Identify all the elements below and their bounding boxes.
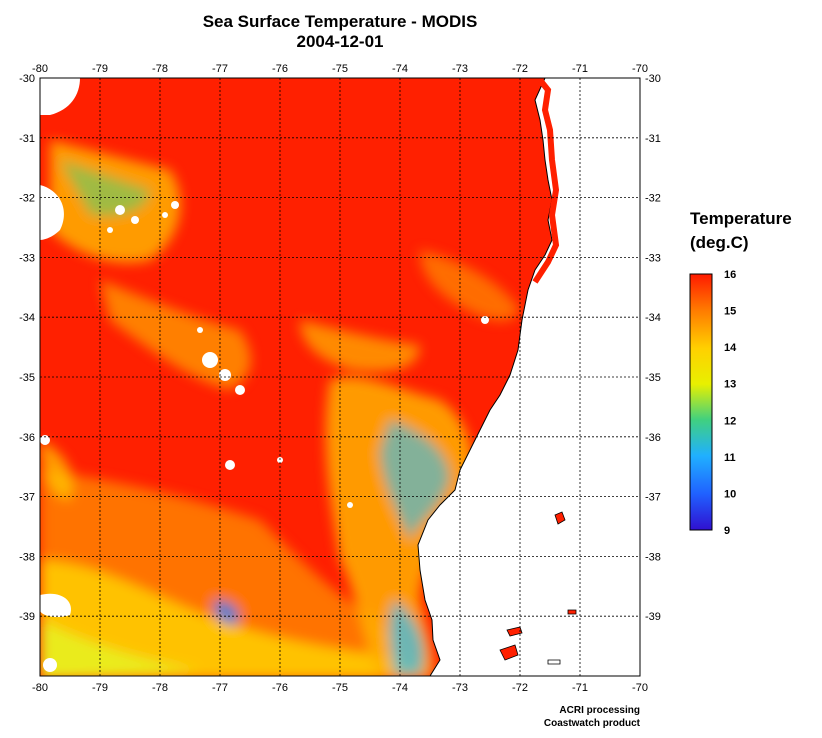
cloud-gaps [40,78,489,672]
colorbar-tick-label: 14 [724,342,737,354]
lat-tick-left: -38 [19,551,35,563]
colorbar-tick-label: 10 [724,488,736,500]
credit-processing: ACRI processing [559,705,640,716]
lon-tick-bottom: -72 [512,682,528,694]
colorbar-tick-label: 16 [724,269,736,281]
lat-tick-left: -33 [19,252,35,264]
lon-tick-top: -77 [212,63,228,75]
credit-product: Coastwatch product [543,718,640,729]
lon-tick-top: -70 [632,63,648,75]
lat-tick-right: -38 [645,551,661,563]
lat-tick-left: -39 [19,611,35,623]
lon-axis-bottom: -80 -79 -78 -77 -76 -75 -74 -73 -72 -71 -70 [32,682,648,694]
lon-tick-bottom: -70 [632,682,648,694]
lon-tick-top: -74 [392,63,408,75]
lon-tick-top: -80 [32,63,48,75]
lat-tick-right: -37 [645,492,661,504]
lon-tick-bottom: -75 [332,682,348,694]
lon-tick-top: -78 [152,63,168,75]
sst-field [40,78,640,676]
lat-tick-left: -36 [19,432,35,444]
legend-title: Temperature [690,209,792,228]
colorbar-ticks: 16 15 14 13 12 11 10 9 [724,269,737,537]
map-date: 2004-12-01 [296,32,384,51]
colorbar-tick-label: 12 [724,415,736,427]
lat-axis-left: -30 -31 -32 -33 -34 -35 -36 -37 -38 -39 [19,73,35,623]
lat-tick-right: -31 [645,133,661,145]
lon-tick-top: -72 [512,63,528,75]
colorbar [689,273,713,531]
lat-tick-right: -32 [645,193,661,205]
lat-tick-right: -34 [645,312,661,324]
lat-tick-left: -35 [19,372,35,384]
lat-tick-right: -30 [645,73,661,85]
lon-tick-bottom: -80 [32,682,48,694]
plot-frame [39,77,641,677]
lon-tick-bottom: -79 [92,682,108,694]
lon-tick-bottom: -76 [272,682,288,694]
lon-tick-bottom: -73 [452,682,468,694]
lat-tick-right: -35 [645,372,661,384]
lat-tick-left: -37 [19,492,35,504]
lon-tick-bottom: -74 [392,682,408,694]
lon-tick-bottom: -77 [212,682,228,694]
lon-axis-top: -80 -79 -78 -77 -76 -75 -74 -73 -72 -71 -70 [32,63,648,75]
legend-units: (deg.C) [690,233,749,252]
lat-tick-right: -33 [645,252,661,264]
lon-tick-bottom: -71 [572,682,588,694]
lon-tick-top: -75 [332,63,348,75]
lat-tick-left: -32 [19,193,35,205]
lat-tick-right: -36 [645,432,661,444]
islands [499,511,577,665]
lat-tick-left: -34 [19,312,35,324]
lat-tick-left: -31 [19,133,35,145]
colorbar-tick-label: 11 [724,452,736,464]
lat-tick-left: -30 [19,73,35,85]
lon-tick-top: -73 [452,63,468,75]
lon-tick-top: -76 [272,63,288,75]
lon-tick-top: -71 [572,63,588,75]
colorbar-tick-label: 15 [724,306,736,318]
lat-axis-right: -30 -31 -32 -33 -34 -35 -36 -37 -38 -39 [645,73,661,623]
lon-tick-top: -79 [92,63,108,75]
map-title: Sea Surface Temperature - MODIS [202,12,478,31]
gridlines [40,78,640,676]
lon-tick-bottom: -78 [152,682,168,694]
colorbar-tick-label: 13 [724,379,736,391]
colorbar-tick-label: 9 [724,525,730,537]
lat-tick-right: -39 [645,611,661,623]
